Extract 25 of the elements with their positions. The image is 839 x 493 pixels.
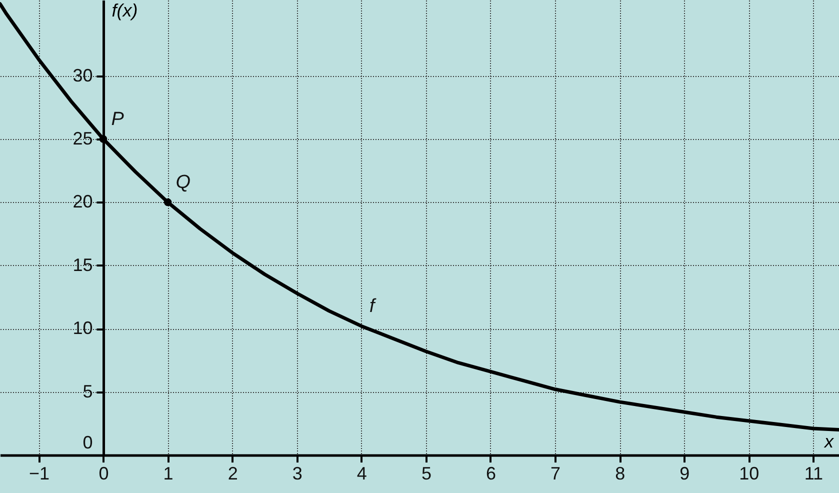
- annotation: f: [369, 296, 376, 318]
- x-tick-label: 7: [550, 464, 561, 484]
- x-tick-label: 9: [680, 464, 690, 484]
- x-tick-label: 10: [739, 464, 760, 484]
- y-tick-label: 25: [72, 128, 93, 149]
- x-tick-label: 11: [804, 464, 824, 484]
- y-tick-label: 20: [72, 192, 93, 212]
- y-tick-label: 30: [72, 65, 93, 86]
- x-axis-title: x: [824, 432, 834, 452]
- x-tick-label: 1: [163, 464, 174, 484]
- x-tick-label: 6: [486, 464, 496, 484]
- annotation: Q: [176, 172, 191, 194]
- y-tick-label: 5: [82, 381, 93, 402]
- x-tick-label: 8: [615, 464, 626, 484]
- y-tick-label: 10: [72, 318, 93, 338]
- annotation: P: [111, 109, 124, 130]
- x-tick-label: 4: [356, 464, 367, 484]
- x-tick-label: −1: [28, 464, 50, 484]
- y-tick-label: 15: [72, 254, 93, 275]
- x-tick-label: 0: [98, 464, 109, 484]
- x-tick-label: 5: [421, 464, 432, 484]
- x-tick-label: 3: [292, 464, 302, 484]
- y-tick-label: 0: [82, 432, 93, 452]
- x-tick-label: 2: [228, 464, 238, 484]
- y-axis-title: f(x): [112, 0, 138, 20]
